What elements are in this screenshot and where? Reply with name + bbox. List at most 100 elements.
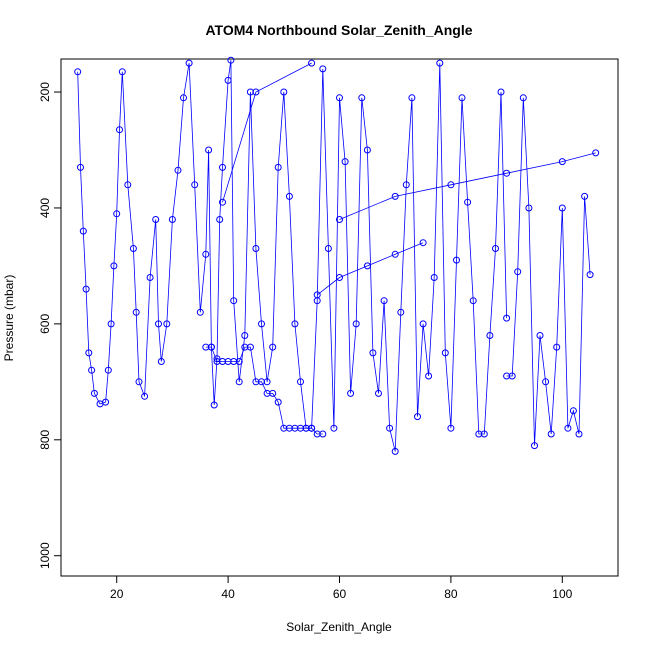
- plot-frame: [60, 58, 619, 577]
- data-point: [341, 158, 349, 166]
- data-point: [88, 366, 96, 374]
- data-point: [547, 430, 555, 438]
- data-point: [363, 262, 371, 270]
- data-point: [380, 297, 388, 305]
- x-tick-label: 100: [552, 587, 572, 601]
- y-tick-label: 400: [38, 198, 52, 218]
- data-point: [408, 94, 416, 102]
- data-point: [185, 59, 193, 67]
- data-point: [536, 332, 544, 339]
- data-point: [586, 271, 594, 279]
- data-point: [219, 198, 226, 206]
- data-point: [216, 216, 224, 223]
- data-point: [77, 163, 84, 171]
- data-point: [116, 126, 123, 134]
- data-point: [319, 430, 327, 438]
- data-point: [414, 413, 421, 421]
- data-point: [369, 349, 377, 357]
- data-point: [336, 216, 343, 223]
- data-point: [227, 56, 235, 64]
- data-point: [79, 227, 87, 235]
- data-point: [102, 398, 110, 406]
- data-point: [519, 94, 527, 102]
- data-point: [235, 378, 243, 386]
- data-point: [74, 68, 82, 76]
- data-point: [258, 378, 265, 386]
- series-line: [316, 242, 424, 296]
- data-point: [132, 308, 140, 316]
- data-point: [497, 88, 505, 96]
- series-line: [222, 62, 312, 203]
- data-point: [196, 308, 204, 316]
- data-point: [205, 146, 213, 154]
- data-point: [274, 398, 282, 406]
- y-axis: 200 400 600 800 1000: [38, 82, 61, 569]
- data-point: [235, 358, 243, 365]
- data-point: [391, 250, 399, 258]
- series-line: [506, 97, 591, 446]
- data-point: [246, 343, 254, 351]
- data-point: [113, 210, 121, 218]
- data-point: [425, 372, 433, 380]
- data-point: [157, 358, 165, 365]
- data-point: [553, 343, 561, 351]
- data-point: [397, 308, 405, 316]
- data-point: [592, 149, 600, 157]
- data-point: [358, 94, 366, 102]
- data-point: [110, 262, 118, 270]
- data-point: [107, 320, 115, 328]
- data-point: [391, 192, 399, 200]
- data-point: [280, 88, 288, 96]
- data-point: [285, 192, 293, 200]
- data-point: [391, 447, 399, 455]
- data-point: [503, 169, 511, 177]
- data-point: [336, 94, 343, 102]
- data-point: [458, 94, 466, 102]
- data-point: [352, 320, 360, 328]
- data-point: [447, 424, 455, 432]
- series-line: [339, 152, 596, 220]
- data-point: [453, 256, 460, 264]
- data-point: [564, 424, 572, 432]
- data-point: [118, 68, 126, 76]
- data-point: [85, 349, 93, 357]
- x-axis-label: Solar_Zenith_Angle: [286, 620, 392, 634]
- data-point: [252, 245, 260, 252]
- data-point: [252, 88, 260, 96]
- data-point: [146, 274, 154, 281]
- data-point: [230, 297, 238, 305]
- data-point: [207, 343, 215, 351]
- y-tick-label: 200: [38, 82, 52, 102]
- data-point: [581, 192, 589, 200]
- data-point: [447, 181, 455, 189]
- data-point: [269, 389, 277, 397]
- y-axis-label: Pressure (mbar): [2, 275, 16, 362]
- series-line: [311, 63, 507, 452]
- data-point: [104, 366, 112, 374]
- y-tick-label: 600: [38, 314, 52, 334]
- x-tick-label: 80: [444, 587, 458, 601]
- data-point: [319, 65, 327, 73]
- y-tick-label: 800: [38, 429, 52, 449]
- data-point: [124, 181, 132, 189]
- data-point: [224, 76, 232, 84]
- data-point: [291, 320, 299, 328]
- data-point: [347, 389, 355, 397]
- x-tick-label: 40: [221, 587, 235, 601]
- series-line: [77, 60, 312, 429]
- data-point: [569, 407, 577, 415]
- data-point: [308, 59, 316, 67]
- data-point: [330, 424, 338, 432]
- data-point: [469, 297, 477, 305]
- data-point: [180, 94, 187, 102]
- data-point: [436, 59, 444, 67]
- data-point: [386, 424, 394, 432]
- data-point: [155, 320, 162, 328]
- data-point: [82, 285, 90, 293]
- data-point: [129, 245, 137, 252]
- data-point: [558, 204, 566, 212]
- data-point: [514, 268, 522, 276]
- data-point: [313, 291, 321, 299]
- data-point: [168, 216, 176, 223]
- data-point: [336, 274, 343, 281]
